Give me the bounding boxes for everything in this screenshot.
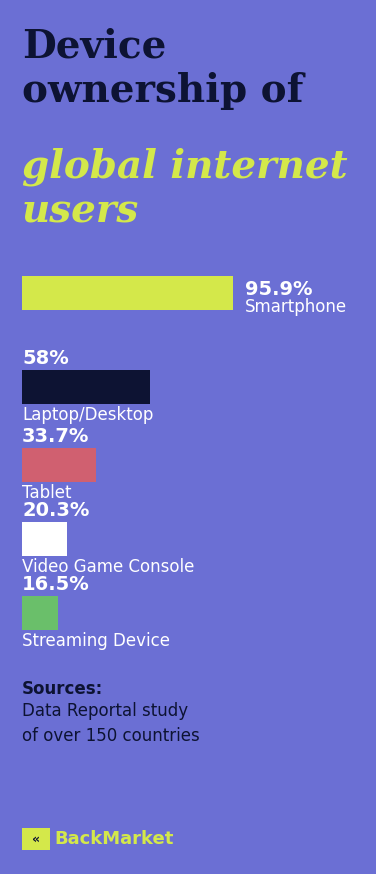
Text: Laptop/Desktop: Laptop/Desktop <box>22 406 153 424</box>
Text: Video Game Console: Video Game Console <box>22 558 194 576</box>
Text: Tablet: Tablet <box>22 484 71 502</box>
Text: 20.3%: 20.3% <box>22 501 89 520</box>
Text: 16.5%: 16.5% <box>22 575 90 594</box>
Text: 58%: 58% <box>22 349 69 368</box>
Text: BackMarket: BackMarket <box>54 830 173 848</box>
Bar <box>22 828 50 850</box>
Bar <box>22 448 96 482</box>
Text: 95.9%: 95.9% <box>245 280 312 299</box>
Bar <box>22 522 67 556</box>
Text: 33.7%: 33.7% <box>22 427 89 446</box>
Bar <box>22 370 150 404</box>
Text: Streaming Device: Streaming Device <box>22 632 170 650</box>
Bar <box>22 596 58 630</box>
Text: Data Reportal study
of over 150 countries: Data Reportal study of over 150 countrie… <box>22 702 200 745</box>
Text: Sources:: Sources: <box>22 680 103 698</box>
Bar <box>22 276 233 310</box>
Text: Smartphone: Smartphone <box>245 298 347 316</box>
Text: Device
ownership of: Device ownership of <box>22 28 303 110</box>
Text: «: « <box>32 833 40 845</box>
Text: global internet
users: global internet users <box>22 148 348 231</box>
